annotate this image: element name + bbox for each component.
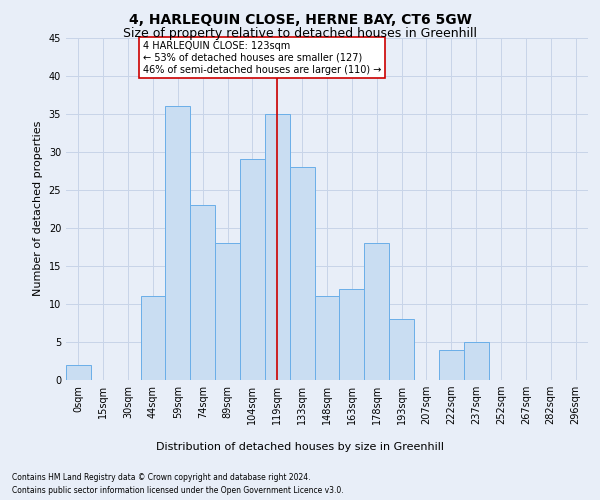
Text: Contains HM Land Registry data © Crown copyright and database right 2024.: Contains HM Land Registry data © Crown c… [12, 472, 311, 482]
Bar [240, 160, 265, 380]
Text: Size of property relative to detached houses in Greenhill: Size of property relative to detached ho… [123, 28, 477, 40]
Text: 4 HARLEQUIN CLOSE: 123sqm
← 53% of detached houses are smaller (127)
46% of semi: 4 HARLEQUIN CLOSE: 123sqm ← 53% of detac… [143, 42, 382, 74]
Bar [340, 288, 364, 380]
Bar [265, 114, 290, 380]
Bar [166, 106, 190, 380]
Bar [464, 342, 488, 380]
Y-axis label: Number of detached properties: Number of detached properties [33, 121, 43, 296]
Bar [140, 296, 166, 380]
Bar [439, 350, 464, 380]
Text: 4, HARLEQUIN CLOSE, HERNE BAY, CT6 5GW: 4, HARLEQUIN CLOSE, HERNE BAY, CT6 5GW [128, 12, 472, 26]
Bar [364, 243, 389, 380]
Text: Contains public sector information licensed under the Open Government Licence v3: Contains public sector information licen… [12, 486, 344, 495]
Bar [290, 167, 314, 380]
Bar [314, 296, 340, 380]
Bar [190, 205, 215, 380]
Text: Distribution of detached houses by size in Greenhill: Distribution of detached houses by size … [156, 442, 444, 452]
Bar [215, 243, 240, 380]
Bar [389, 319, 414, 380]
Bar [66, 365, 91, 380]
